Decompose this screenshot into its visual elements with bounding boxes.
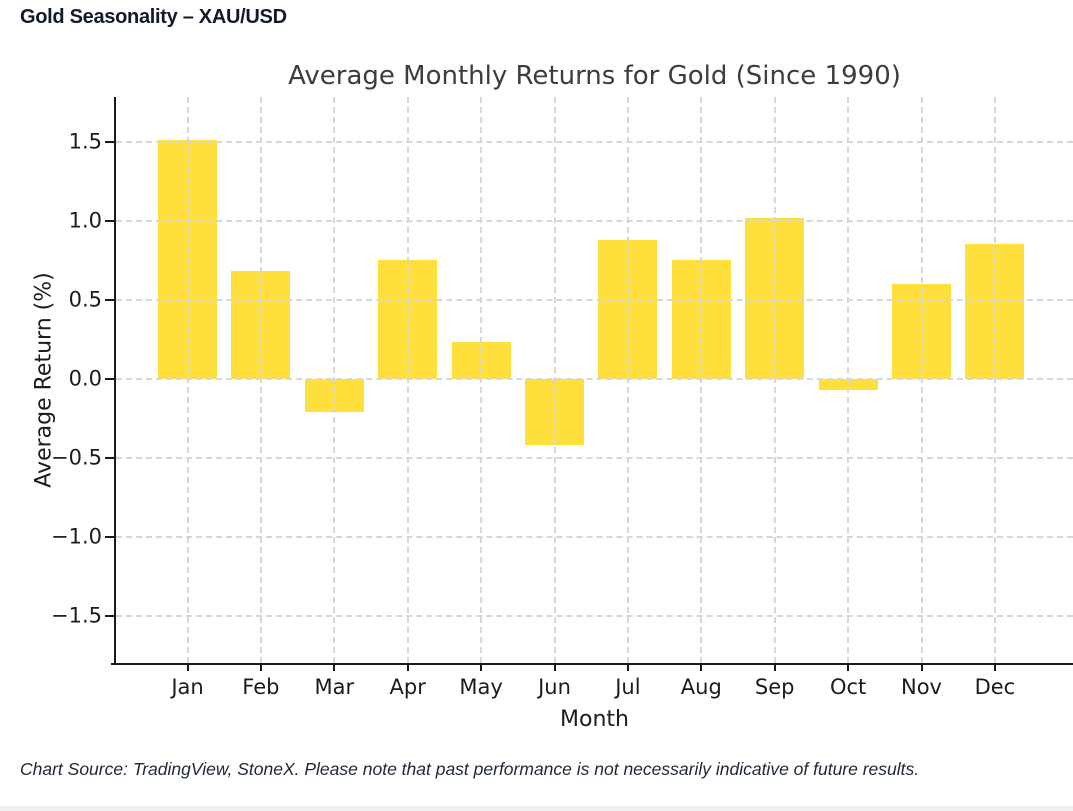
x-tick-label-feb: Feb [242, 675, 280, 699]
h-gridline [116, 535, 1073, 538]
v-gridline [259, 97, 262, 663]
y-tick-label: −1.0 [51, 524, 102, 549]
v-gridline [480, 97, 483, 663]
y-tick-mark [105, 377, 114, 380]
y-tick-label: 0.0 [68, 366, 102, 391]
x-axis-label: Month [560, 707, 629, 732]
x-tick-label-dec: Dec [974, 675, 1016, 699]
v-gridline [626, 97, 629, 663]
x-tick-mark [773, 663, 776, 671]
y-tick-mark [105, 614, 114, 617]
x-tick-mark [626, 663, 629, 671]
x-axis-spine [111, 663, 1073, 665]
x-tick-mark [920, 663, 923, 671]
x-tick-mark [700, 663, 703, 671]
v-gridline [920, 97, 923, 663]
v-gridline [847, 97, 850, 663]
y-tick-label: −1.5 [51, 603, 102, 628]
v-gridline [186, 97, 189, 663]
y-tick-mark [105, 140, 114, 143]
bottom-edge-strip [0, 806, 1073, 811]
x-tick-label-mar: Mar [314, 675, 355, 699]
y-tick-mark [105, 219, 114, 222]
page-title: Gold Seasonality – XAU/USD [20, 6, 287, 28]
v-gridline [406, 97, 409, 663]
x-tick-label-jan: Jan [171, 675, 204, 699]
x-tick-mark [847, 663, 850, 671]
h-gridline [116, 614, 1073, 617]
x-tick-label-sep: Sep [754, 675, 795, 699]
y-tick-mark [105, 456, 114, 459]
v-gridline [773, 97, 776, 663]
h-gridline [116, 298, 1073, 301]
h-gridline [116, 219, 1073, 222]
x-tick-mark [259, 663, 262, 671]
x-tick-label-apr: Apr [389, 675, 426, 699]
x-tick-mark [406, 663, 409, 671]
plot-area: Month 1.5 1.0 0.5 0.0 −0.5 −1.0 −1.5 Jan Feb Mar A… [51, 97, 1073, 732]
x-tick-mark [993, 663, 996, 671]
x-tick-label-nov: Nov [901, 675, 942, 699]
x-tick-label-may: May [459, 675, 503, 699]
v-gridline [553, 97, 556, 663]
x-tick-mark [553, 663, 556, 671]
x-tick-label-jul: Jul [615, 675, 641, 699]
x-tick-label-aug: Aug [680, 675, 722, 699]
x-tick-label-oct: Oct [829, 675, 867, 699]
source-caption: Chart Source: TradingView, StoneX. Pleas… [20, 759, 920, 779]
chart-title: Average Monthly Returns for Gold (Since … [288, 61, 901, 91]
v-gridline [993, 97, 996, 663]
y-tick-mark [105, 535, 114, 538]
x-tick-mark [186, 663, 189, 671]
y-tick-label: 1.5 [68, 129, 102, 154]
y-tick-label: 0.5 [68, 287, 102, 312]
v-gridline [700, 97, 703, 663]
x-tick-mark [333, 663, 336, 671]
x-tick-label-jun: Jun [538, 675, 571, 699]
h-gridline [116, 140, 1073, 143]
h-gridline [116, 456, 1073, 459]
h-gridline [116, 377, 1073, 380]
x-tick-mark [480, 663, 483, 671]
v-gridline [333, 97, 336, 663]
y-tick-mark [105, 298, 114, 301]
y-tick-label: −0.5 [51, 445, 102, 470]
y-axis-spine [114, 97, 116, 663]
y-tick-label: 1.0 [68, 208, 102, 233]
